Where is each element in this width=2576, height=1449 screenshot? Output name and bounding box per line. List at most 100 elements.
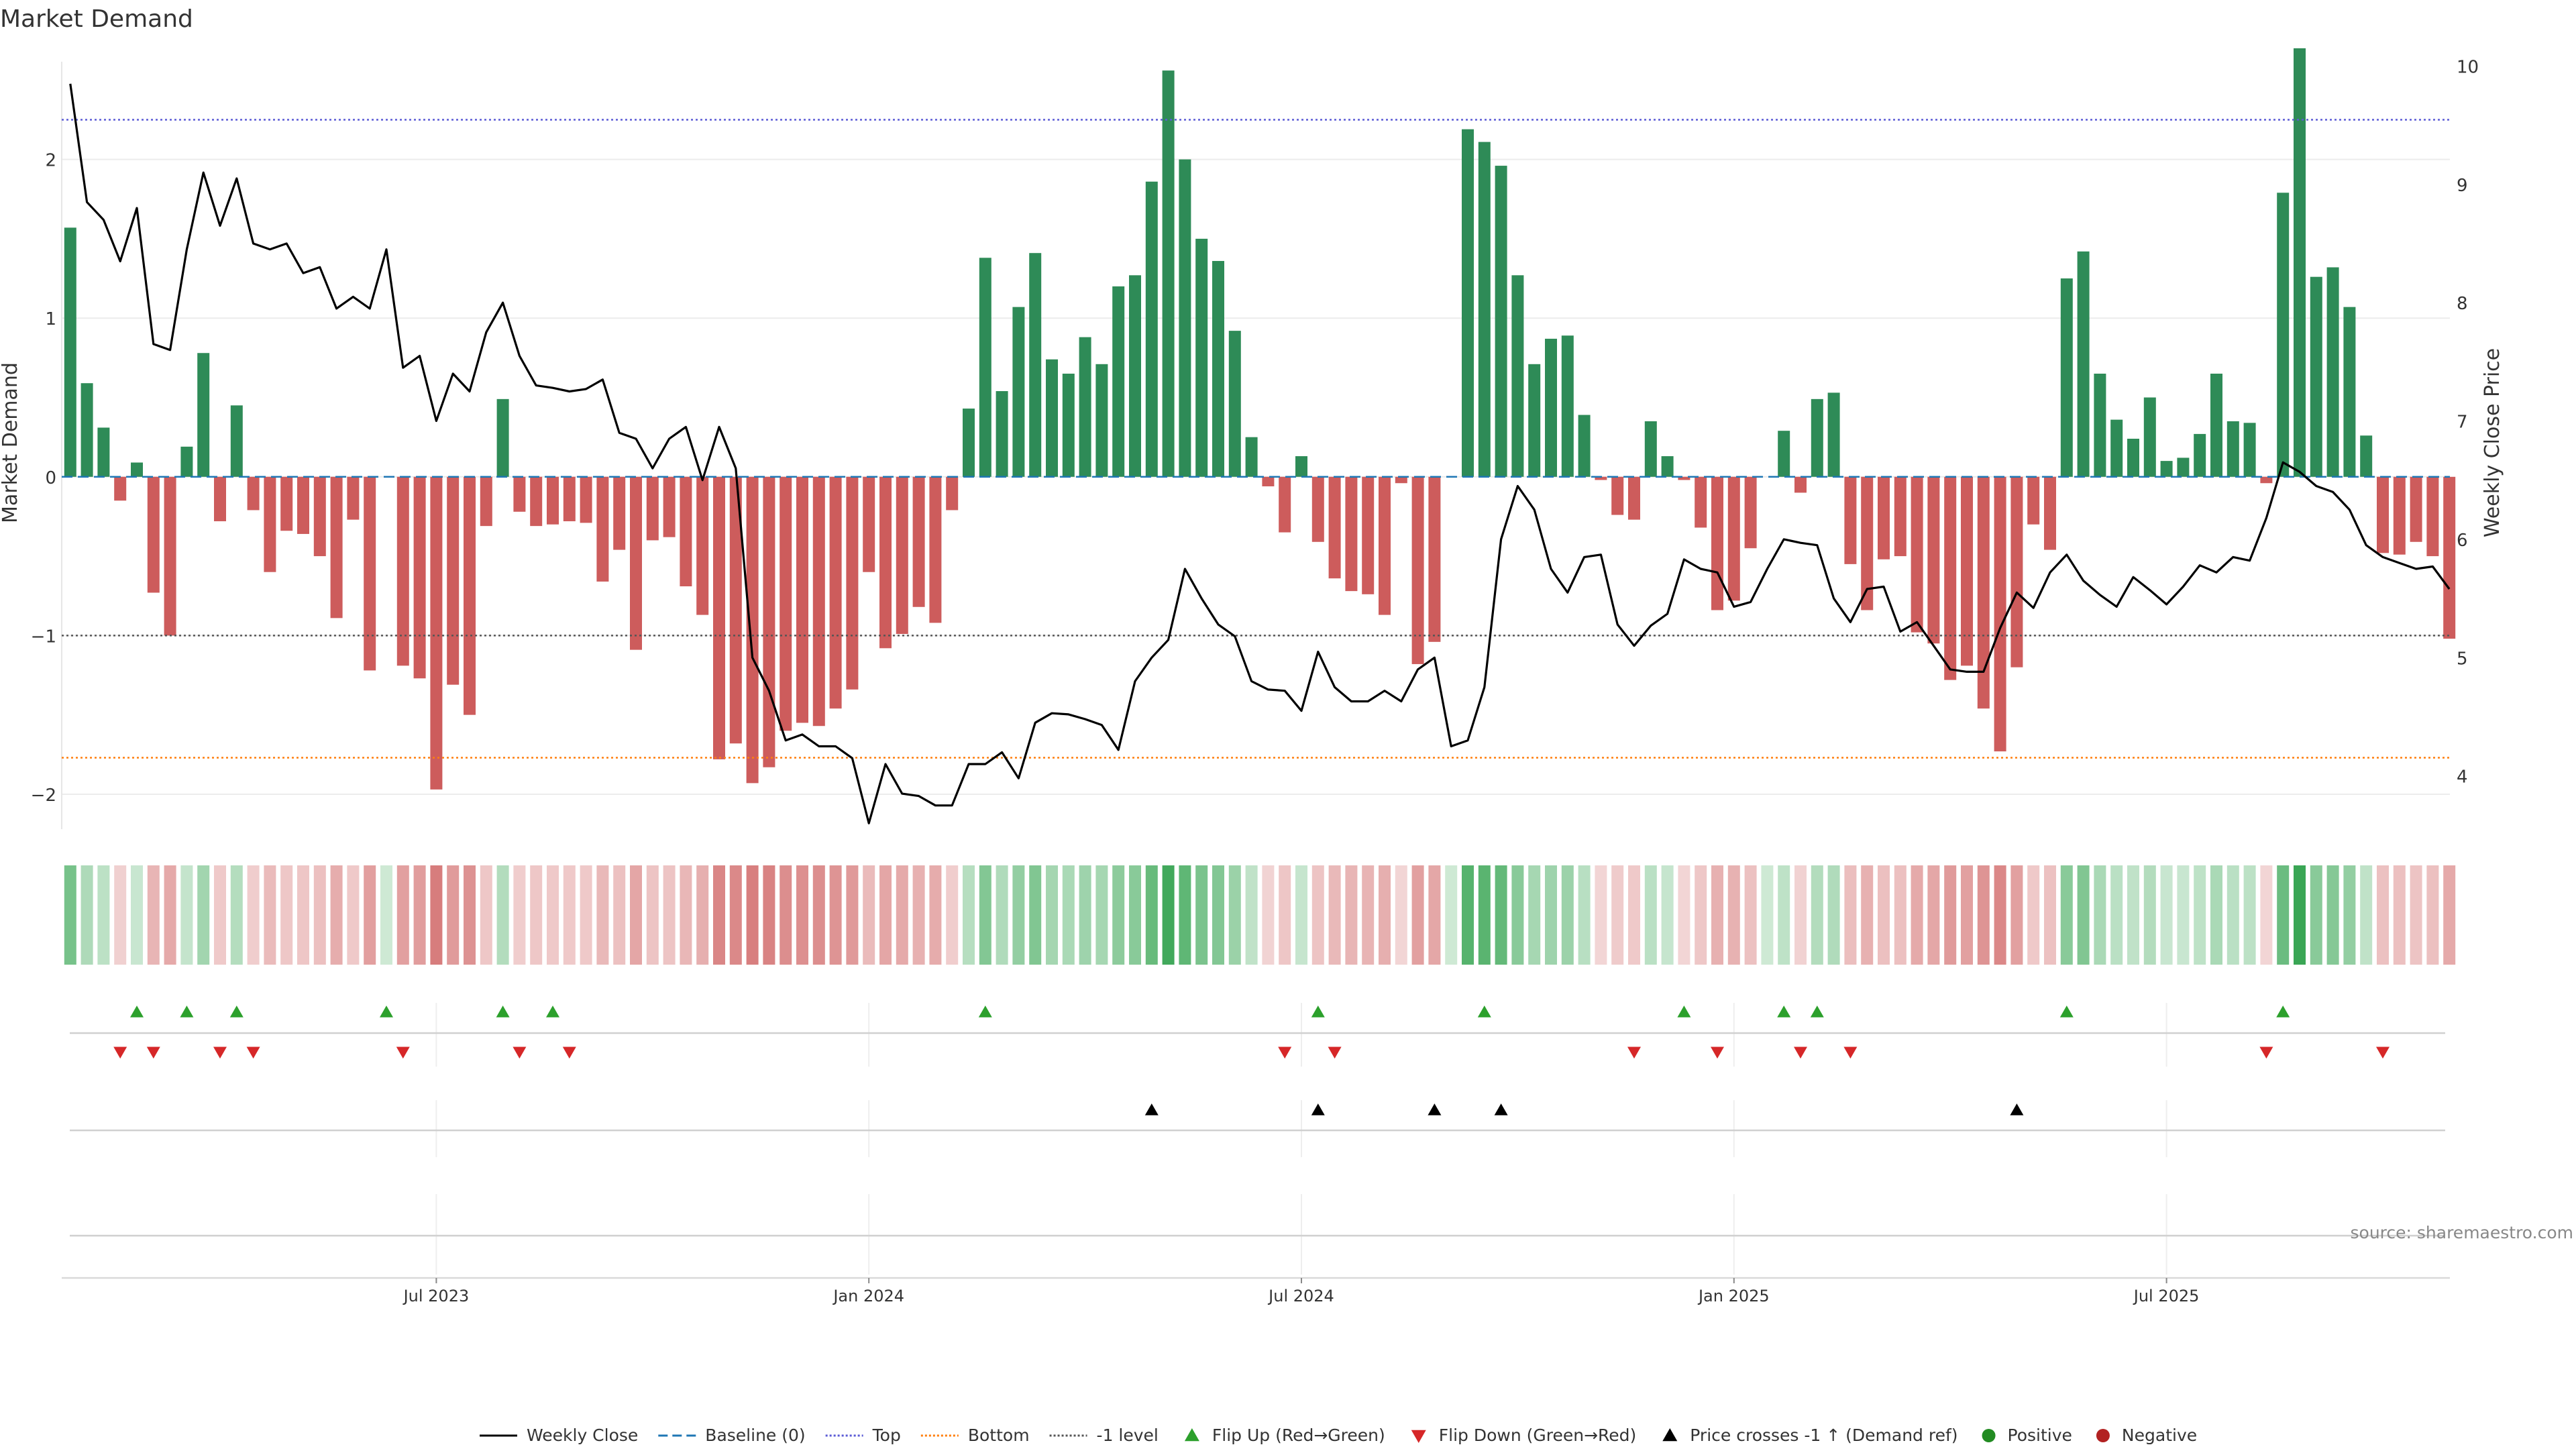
strip-cell-negative bbox=[1977, 865, 1990, 965]
strip-cell-positive bbox=[2094, 865, 2106, 965]
strip-cell-negative bbox=[1994, 865, 2006, 965]
flip-down-marker bbox=[1794, 1046, 1807, 1059]
x-tick-label: Jan 2024 bbox=[832, 1287, 904, 1305]
strip-cell-negative bbox=[1894, 865, 1907, 965]
strip-cell-positive bbox=[97, 865, 110, 965]
positive-bar bbox=[1112, 286, 1125, 477]
strip-cell-negative bbox=[1362, 865, 1375, 965]
positive-bar bbox=[2326, 267, 2339, 477]
right-tick-label: 9 bbox=[2457, 176, 2468, 196]
strip-cell-positive bbox=[2177, 865, 2190, 965]
negative-bar bbox=[1262, 476, 1275, 486]
strip-cell-positive bbox=[1179, 865, 1191, 965]
positive-bar bbox=[1478, 142, 1491, 477]
strip-cell-negative bbox=[447, 865, 460, 965]
positive-bar bbox=[1162, 70, 1175, 477]
strip-cell-negative bbox=[147, 865, 160, 965]
positive-bar bbox=[1029, 253, 1042, 477]
negative-bar bbox=[613, 476, 626, 550]
positive-bar bbox=[1095, 364, 1108, 477]
flip-down-marker bbox=[1328, 1046, 1342, 1059]
strip-cell-positive bbox=[1462, 865, 1474, 965]
positive-bar bbox=[2077, 251, 2090, 477]
strip-cell-positive bbox=[2110, 865, 2123, 965]
strip-cell-negative bbox=[214, 865, 226, 965]
strip-cell-negative bbox=[680, 865, 692, 965]
demand-bars bbox=[64, 48, 2456, 790]
negative-bar bbox=[2443, 476, 2456, 639]
strip-cell-positive bbox=[1827, 865, 1840, 965]
positive-bar bbox=[1295, 456, 1307, 477]
positive-bar bbox=[1462, 129, 1474, 477]
negative-bar bbox=[530, 476, 543, 527]
strip-cell-negative bbox=[746, 865, 759, 965]
strip-cell-positive bbox=[1545, 865, 1557, 965]
strip-cell-negative bbox=[1628, 865, 1640, 965]
strip-cell-negative bbox=[596, 865, 609, 965]
negative-bar bbox=[646, 476, 659, 541]
flip-up-marker bbox=[978, 1006, 992, 1018]
strip-cell-positive bbox=[1778, 865, 1790, 965]
positive-bar bbox=[2226, 421, 2239, 477]
strip-cell-positive bbox=[979, 865, 991, 965]
negative-bar bbox=[1678, 476, 1690, 480]
negative-bar bbox=[1345, 476, 1358, 592]
legend-label-cross-up: Price crosses -1 ↑ (Demand ref) bbox=[1690, 1426, 1957, 1445]
x-tick-label: Jul 2023 bbox=[402, 1287, 470, 1305]
positive-bar bbox=[2310, 276, 2322, 477]
strip-cell-negative bbox=[1844, 865, 1857, 965]
legend-item-positive: Positive bbox=[1982, 1426, 2072, 1445]
strip-cell-positive bbox=[1062, 865, 1075, 965]
strip-cell-negative bbox=[1678, 865, 1690, 965]
negative-bar bbox=[780, 476, 792, 731]
negative-bar bbox=[1395, 476, 1407, 484]
legend-item-flip-up: Flip Up (Red→Green) bbox=[1184, 1426, 1385, 1445]
negative-bar bbox=[896, 476, 908, 634]
strip-cell-negative bbox=[330, 865, 343, 965]
legend-item-top: Top bbox=[825, 1426, 901, 1445]
negative-bar bbox=[164, 476, 176, 636]
empty-signal-panel bbox=[70, 1194, 2445, 1275]
positive-bar bbox=[197, 353, 210, 477]
strip-cell-positive bbox=[80, 865, 93, 965]
strip-cell-positive bbox=[1495, 865, 1507, 965]
negative-bar bbox=[447, 476, 460, 685]
legend-swatch-flip-down bbox=[1411, 1430, 1426, 1443]
positive-bar bbox=[1511, 275, 1524, 477]
strip-cell-positive bbox=[1661, 865, 1674, 965]
negative-bar bbox=[2027, 476, 2040, 525]
strip-cell-positive bbox=[2160, 865, 2173, 965]
negative-bar bbox=[912, 476, 925, 607]
negative-bar bbox=[1279, 476, 1291, 533]
right-tick-label: 8 bbox=[2457, 294, 2468, 314]
strip-cell-negative bbox=[946, 865, 959, 965]
flip-up-marker bbox=[1810, 1006, 1824, 1018]
flip-down-marker bbox=[246, 1046, 260, 1059]
left-tick-label: 1 bbox=[45, 309, 56, 329]
negative-bar bbox=[1894, 476, 1907, 557]
negative-bar bbox=[1328, 476, 1341, 579]
strip-cell-negative bbox=[480, 865, 492, 965]
strip-cell-positive bbox=[1811, 865, 1823, 965]
legend-label-positive: Positive bbox=[2008, 1426, 2072, 1445]
flip-down-marker bbox=[1627, 1046, 1641, 1059]
legend-item-cross-up: Price crosses -1 ↑ (Demand ref) bbox=[1662, 1426, 1958, 1445]
strip-cell-positive bbox=[230, 865, 243, 965]
strip-cell-negative bbox=[1711, 865, 1723, 965]
left-tick-label: −2 bbox=[31, 786, 56, 806]
strip-cell-positive bbox=[2243, 865, 2256, 965]
strip-cell-negative bbox=[780, 865, 792, 965]
flip-up-marker bbox=[1777, 1006, 1791, 1018]
strip-cell-negative bbox=[1961, 865, 1973, 965]
strip-cell-negative bbox=[164, 865, 176, 965]
strip-cell-positive bbox=[1145, 865, 1158, 965]
flip-down-marker bbox=[1711, 1046, 1724, 1059]
strip-cell-negative bbox=[563, 865, 576, 965]
strip-cell-positive bbox=[2310, 865, 2322, 965]
negative-bar bbox=[929, 476, 942, 623]
source-note: source: sharemaestro.com bbox=[2351, 1223, 2574, 1242]
positive-bar bbox=[1245, 437, 1258, 477]
strip-cell-negative bbox=[114, 865, 127, 965]
strip-cell-negative bbox=[2377, 865, 2389, 965]
